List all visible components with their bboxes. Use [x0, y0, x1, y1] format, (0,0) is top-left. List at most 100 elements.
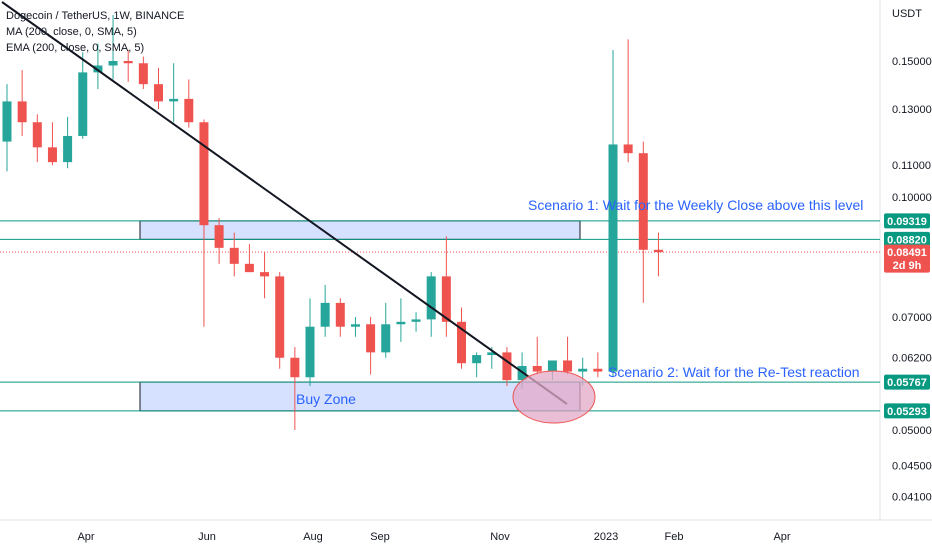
price-tag-bg [884, 403, 930, 419]
candle [457, 307, 466, 369]
candle [154, 67, 163, 110]
candle-body [457, 321, 466, 364]
price-tag-countdown: 2d 9h [893, 260, 922, 272]
scenario2-text: Scenario 2: Wait for the Re-Test reactio… [608, 364, 860, 380]
ma-indicator-label[interactable]: MA (200, close, 0, SMA, 5) [6, 26, 137, 38]
candle [275, 272, 285, 369]
price-tag: 0.05767 [884, 374, 930, 390]
price-tag: 0.08820 [884, 231, 930, 247]
time-axis[interactable]: Apr Jun Aug Sep Nov 2023 Feb Apr [77, 531, 790, 543]
price-tag-bg [884, 374, 930, 390]
x-tick-label: Sep [370, 531, 390, 543]
candle-body [547, 360, 557, 372]
candle-body [275, 276, 285, 358]
price-tag-value: 0.08491 [887, 247, 927, 259]
candle [638, 141, 648, 303]
candle [214, 217, 224, 264]
x-tick-label: Jun [198, 531, 216, 543]
candle [502, 347, 512, 386]
candle-body [305, 326, 315, 378]
candle [366, 316, 376, 375]
x-tick-label: Apr [773, 531, 790, 543]
candle-body [290, 357, 300, 378]
candle-body [32, 122, 42, 148]
candle [93, 43, 103, 90]
candle [335, 298, 345, 337]
y-tick-label: 0.13000 [892, 104, 932, 116]
candle-body [563, 360, 573, 372]
y-tick-label: 0.04500 [892, 460, 932, 472]
candle-body [17, 101, 27, 123]
price-tag-value: 0.08820 [887, 234, 927, 246]
price-tag: 0.05293 [884, 403, 930, 419]
candle [229, 232, 239, 277]
y-tick-label: 0.04100 [892, 492, 932, 504]
price-tag-value: 0.05767 [887, 377, 927, 389]
drawings: Scenario 1: Wait for the Weekly Close ab… [1, 1, 863, 424]
candle [184, 79, 194, 128]
buy-zone [139, 381, 581, 412]
retest-ellipse [512, 370, 596, 424]
candle-body [608, 144, 618, 372]
symbol-title[interactable]: Dogecoin / TetherUS, 1W, BINANCE [6, 10, 185, 22]
candle-body [502, 352, 512, 381]
price-tag-value: 0.09319 [887, 216, 927, 228]
candle [623, 39, 633, 163]
candle [381, 302, 391, 358]
candle [169, 63, 179, 123]
candle [2, 84, 12, 172]
candle-body [260, 272, 270, 277]
candle [396, 298, 406, 342]
candle [290, 347, 300, 430]
candle-body [244, 263, 254, 273]
candle [305, 298, 315, 386]
price-axis[interactable]: USDT 0.15000 0.13000 0.11000 0.10000 0.07000 0… [884, 8, 932, 504]
candle-body [320, 302, 330, 327]
candle [608, 49, 618, 378]
candles [2, 15, 663, 430]
candle [441, 236, 451, 337]
candle-body [593, 368, 603, 372]
price-tag-bg [884, 231, 930, 247]
candle-body [138, 63, 148, 85]
candle [593, 352, 603, 378]
y-tick-label: 0.11000 [892, 160, 931, 172]
candle-body [63, 135, 73, 163]
candle-body [2, 101, 12, 142]
candle [320, 284, 330, 337]
candle [472, 352, 482, 378]
candle [260, 251, 270, 299]
currency-label: USDT [892, 8, 922, 20]
candle-body [78, 72, 88, 136]
candle [17, 70, 27, 136]
candle-body [623, 144, 633, 154]
candle-body [214, 225, 224, 248]
candle-body [47, 147, 57, 163]
x-tick-label: Apr [77, 531, 94, 543]
buy-zone-label: Buy Zone [296, 391, 356, 407]
candle [350, 316, 360, 337]
trendline [1, 1, 568, 405]
candle-body [578, 368, 588, 372]
candle-body [199, 122, 209, 226]
price-tag-bg [884, 244, 930, 273]
candle-body [653, 249, 663, 253]
candle-body [350, 324, 360, 327]
candle-body [487, 352, 497, 356]
grid [0, 0, 932, 521]
candle-body [411, 319, 421, 322]
zones [0, 220, 880, 412]
candle-body [169, 98, 179, 102]
candle [47, 122, 57, 166]
candle [138, 56, 148, 90]
candle-body [184, 98, 194, 123]
candle [653, 232, 663, 277]
candle [199, 119, 209, 327]
price-tag-bg [884, 213, 930, 229]
candle-body [335, 302, 345, 327]
ema-indicator-label[interactable]: EMA (200, close, 0, SMA, 5) [6, 42, 145, 54]
candle [426, 272, 436, 337]
price-tag: 0.09319 [884, 213, 930, 229]
